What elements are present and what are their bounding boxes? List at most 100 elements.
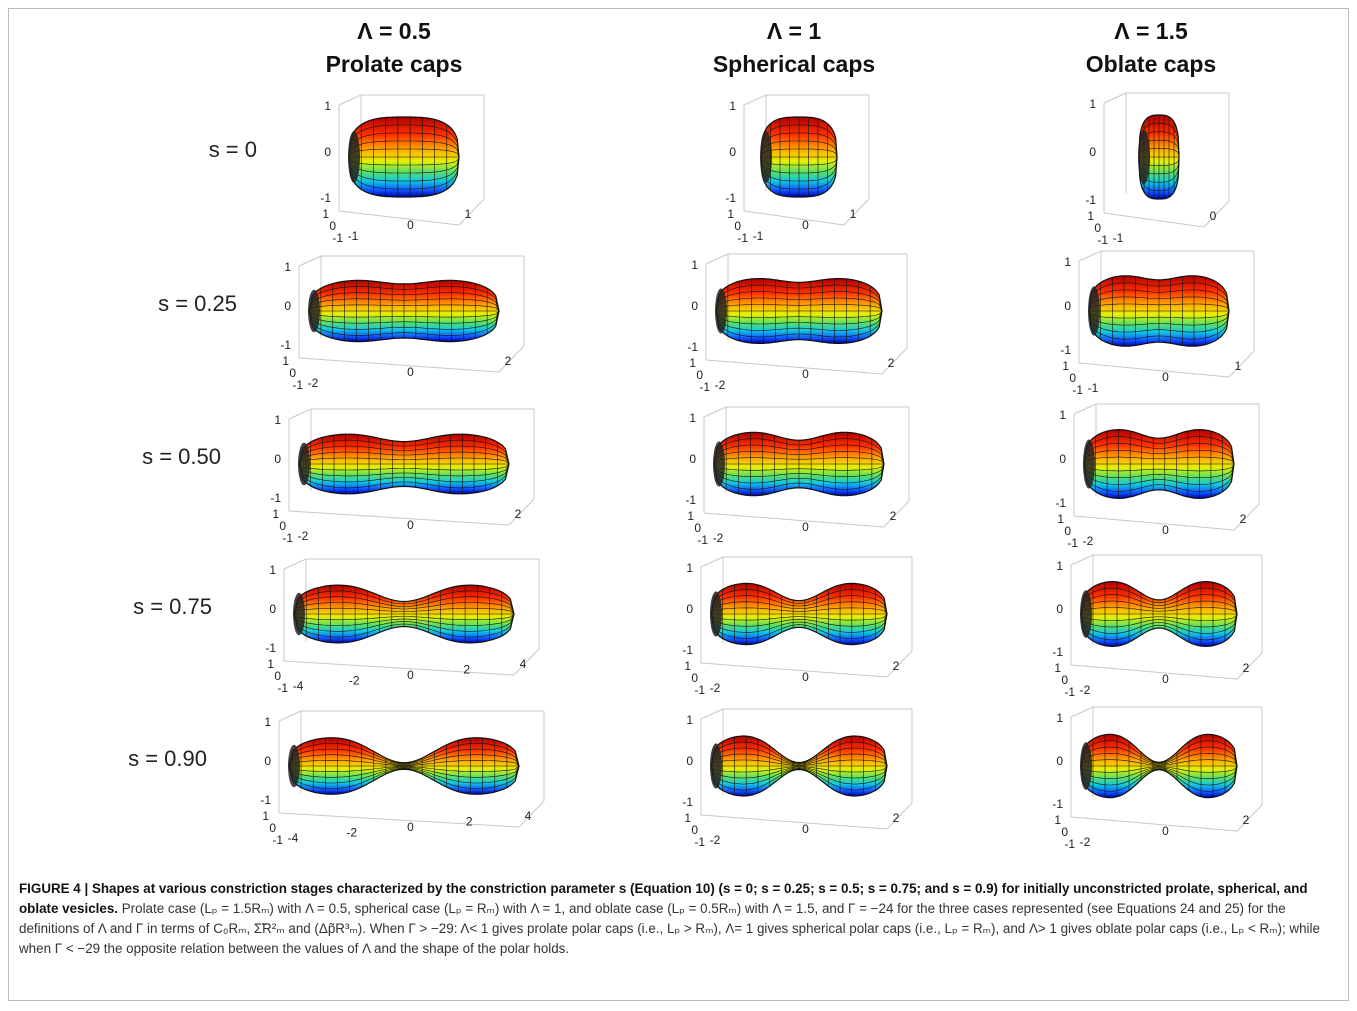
x-tick-label: 2 [890,509,897,523]
mesh-line [1080,600,1238,615]
mesh-line [760,148,838,158]
mesh-line [293,613,515,638]
x-tick-label: 0 [407,820,414,834]
end-cap [293,592,305,636]
x-tick-label: 2 [1240,512,1247,526]
mesh-line [710,765,888,791]
mesh-line [293,613,515,621]
axis-line [1236,804,1263,832]
mesh-line [1080,765,1238,786]
axis-line [743,94,767,106]
mesh-line [1080,607,1238,615]
mesh-line [710,765,888,773]
z-tick-label: 1 [284,260,291,274]
header-param: Λ = 1 [767,18,822,44]
x-tick-label: -2 [710,833,721,847]
mesh-line [308,310,500,324]
mesh-line [308,292,500,312]
axis-line [1203,200,1230,228]
y-tick-label: 0 [694,521,701,535]
y-tick-label: 0 [1061,673,1068,687]
mesh-line [710,747,888,767]
x-tick-label: -2 [1083,534,1094,548]
mesh-line [293,602,515,615]
mesh-line [298,439,510,465]
mesh-line [713,438,885,465]
z-tick-label: 0 [284,299,291,313]
mesh-line [288,765,520,773]
header-label: Prolate caps [326,51,463,77]
figure-panels: Λ = 0.5 Prolate caps Λ = 1 Spherical caps Λ … [128,18,1263,851]
axis-line [278,812,520,828]
mesh-line [710,741,888,767]
axis-line [886,650,913,678]
mesh-line [308,304,500,312]
row-label: s = 0.25 [158,291,237,316]
axis-line [278,710,302,722]
mesh-line [760,156,838,166]
mesh-line [1088,296,1230,312]
z-tick-label: 0 [1059,452,1066,466]
mesh-line [760,140,838,158]
y-tick-label: 0 [289,366,296,380]
x-tick-label: 2 [505,354,512,368]
y-tick-label: 1 [322,207,329,221]
y-tick-label: -1 [282,531,293,545]
mesh-line [760,124,838,158]
mesh-line [308,310,500,330]
mesh-line [713,463,885,478]
y-tick-label: 1 [272,507,279,521]
mesh-line [1083,450,1235,465]
y-tick-label: -1 [332,231,343,245]
mesh-line [1083,463,1235,485]
mesh-line [1088,282,1230,312]
end-cap [1080,742,1092,790]
x-tick-label: -1 [348,229,359,243]
mesh-line [308,298,500,312]
axis-line [298,357,500,373]
mesh-line [348,148,460,158]
x-tick-label: 1 [850,207,857,221]
mesh-line [1080,587,1238,615]
axis-line [1233,503,1260,531]
mesh-line [710,613,888,627]
y-tick-label: -1 [277,681,288,695]
end-cap [1083,439,1095,489]
mesh-line [293,590,515,615]
y-tick-label: 0 [274,669,281,683]
x-tick-label: 1 [465,207,472,221]
z-tick-label: -1 [685,493,696,507]
mesh-line [1083,463,1235,492]
x-tick-label: 2 [463,663,470,677]
z-tick-label: 0 [274,452,281,466]
x-tick-label: 4 [520,657,527,671]
x-tick-label: 2 [1243,661,1250,675]
x-tick-label: -1 [1088,381,1099,395]
axis-line [703,406,727,418]
x-tick-label: -2 [1080,683,1091,697]
y-tick-label: 0 [1064,524,1071,538]
x-tick-label: -2 [308,376,319,390]
mesh-line [1080,759,1238,767]
axis-line [705,253,729,265]
z-tick-label: 0 [1089,145,1096,159]
z-tick-label: -1 [320,191,331,205]
mesh-line [1088,310,1230,326]
mesh-line [288,743,520,767]
mesh-line [710,613,888,639]
caption-bold: FIGURE 4 | Shapes at various constrictio… [19,881,1308,916]
y-tick-label: 0 [329,219,336,233]
z-tick-label: -1 [1060,343,1071,357]
x-tick-label: 2 [466,815,473,829]
mesh-line [710,765,888,779]
row-label: s = 0.90 [128,746,207,771]
mesh-line [1080,765,1238,773]
mesh-line [348,140,460,158]
mesh-line [710,765,888,785]
z-tick-label: 0 [264,754,271,768]
y-tick-label: -1 [292,378,303,392]
x-tick-label: 0 [407,365,414,379]
z-tick-label: -1 [1052,797,1063,811]
end-cap [308,289,320,333]
x-tick-label: 2 [893,811,900,825]
